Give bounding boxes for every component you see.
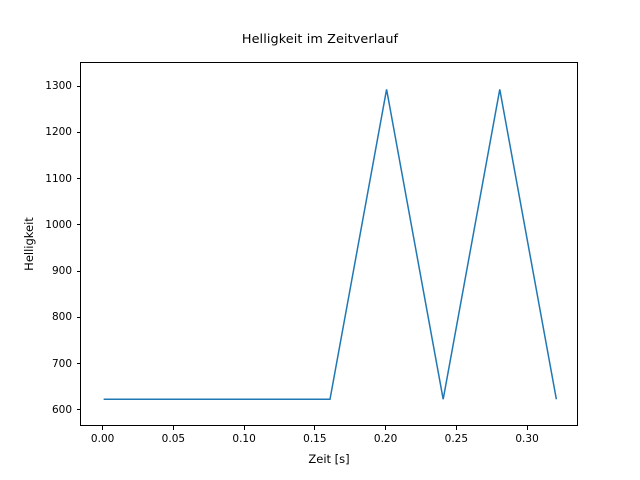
- plot-area: [80, 62, 578, 426]
- y-tick-label: 900: [51, 265, 72, 278]
- x-tick-label: 0.20: [373, 433, 398, 445]
- y-tick-mark: [76, 131, 80, 133]
- x-tick-mark: [314, 426, 316, 430]
- x-tick-mark: [526, 426, 528, 430]
- x-tick-mark: [102, 426, 104, 430]
- x-tick-label: 0.05: [161, 433, 186, 445]
- data-polyline: [103, 89, 558, 400]
- y-tick-label: 1200: [45, 126, 72, 139]
- x-tick-label: 0.15: [303, 433, 327, 445]
- x-tick-label: 0.00: [90, 433, 115, 445]
- x-tick-mark: [385, 426, 387, 430]
- y-tick-label: 600: [51, 403, 72, 416]
- page-title: Helligkeit im Zeitverlauf: [241, 32, 399, 47]
- y-tick-mark: [76, 316, 80, 318]
- x-tick-mark: [455, 426, 457, 430]
- y-tick-label: 1000: [45, 218, 72, 231]
- x-tick-label: 0.10: [232, 433, 256, 445]
- x-tick-mark: [243, 426, 245, 430]
- y-tick-mark: [76, 178, 80, 180]
- x-tick-label: 0.30: [515, 433, 539, 445]
- y-tick-label: 700: [51, 357, 72, 370]
- y-axis-label: Helligkeit: [22, 217, 36, 271]
- y-tick-mark: [76, 363, 80, 365]
- y-tick-mark: [76, 85, 80, 87]
- x-tick-label: 0.25: [444, 433, 469, 445]
- y-tick-mark: [76, 409, 80, 411]
- x-tick-mark: [172, 426, 174, 430]
- y-tick-mark: [76, 224, 80, 226]
- y-tick-label: 1100: [45, 172, 72, 185]
- x-axis-label: Zeit [s]: [308, 452, 350, 466]
- y-tick-label: 1300: [45, 80, 72, 93]
- y-tick-label: 800: [51, 311, 72, 324]
- line-series-helligkeit: [103, 89, 558, 400]
- y-tick-mark: [76, 270, 80, 272]
